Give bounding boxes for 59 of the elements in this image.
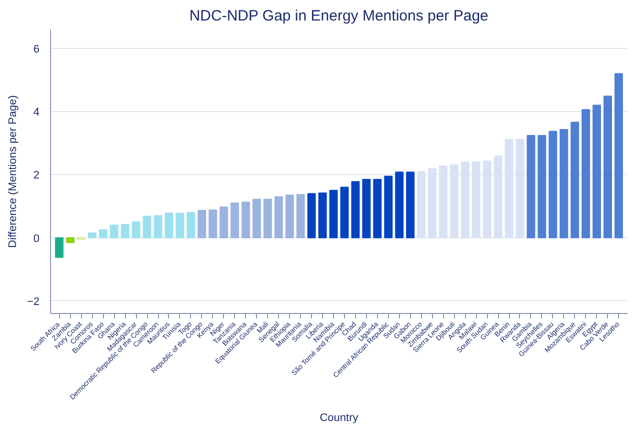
y-axis-title: Difference (Mentions per Page) bbox=[6, 95, 19, 248]
bar bbox=[318, 192, 327, 238]
bar bbox=[395, 172, 404, 238]
bar bbox=[604, 96, 612, 238]
bar bbox=[582, 109, 590, 238]
bar bbox=[406, 172, 415, 238]
bar bbox=[482, 160, 492, 238]
bar bbox=[120, 224, 130, 238]
bar bbox=[384, 176, 393, 238]
bar bbox=[494, 156, 502, 238]
bar bbox=[526, 135, 536, 238]
bar bbox=[164, 212, 174, 238]
bar bbox=[242, 202, 250, 238]
bar bbox=[373, 178, 382, 238]
bar bbox=[472, 162, 480, 238]
bar bbox=[274, 196, 283, 238]
bar bbox=[132, 221, 140, 238]
bar bbox=[340, 186, 349, 238]
bar bbox=[88, 232, 96, 238]
bar bbox=[548, 130, 558, 238]
y-tick-label: −2 bbox=[26, 296, 40, 308]
bar bbox=[154, 215, 162, 238]
bar bbox=[252, 198, 261, 238]
bar bbox=[176, 212, 184, 238]
y-tick-label: 2 bbox=[33, 170, 40, 182]
bar bbox=[329, 190, 338, 238]
bar bbox=[570, 122, 580, 238]
bar bbox=[263, 198, 272, 238]
bar bbox=[220, 206, 228, 238]
bar bbox=[230, 202, 240, 238]
x-axis-title: Country bbox=[320, 412, 359, 424]
bar bbox=[285, 194, 294, 238]
bar bbox=[438, 166, 448, 238]
bar bbox=[307, 193, 316, 238]
bar bbox=[98, 229, 108, 238]
bar bbox=[142, 216, 152, 238]
bar bbox=[538, 135, 546, 238]
bar bbox=[560, 129, 568, 238]
bar bbox=[428, 168, 436, 238]
bar bbox=[614, 73, 623, 238]
y-tick-label: 6 bbox=[33, 43, 40, 56]
bar bbox=[504, 138, 514, 238]
bar bbox=[296, 194, 305, 238]
bar bbox=[516, 138, 524, 238]
bar bbox=[186, 212, 196, 238]
chart-title: NDC-NDP Gap in Energy Mentions per Page bbox=[189, 8, 488, 24]
bar bbox=[110, 224, 118, 238]
bar bbox=[55, 237, 64, 258]
bar bbox=[362, 178, 371, 238]
y-tick-label: 4 bbox=[33, 106, 40, 119]
bar bbox=[417, 171, 426, 238]
bar bbox=[208, 210, 218, 238]
bar bbox=[460, 162, 470, 238]
bar bbox=[66, 237, 74, 243]
bar bbox=[351, 181, 360, 238]
bar bbox=[198, 210, 206, 238]
bar bbox=[592, 104, 602, 238]
bar bbox=[450, 164, 458, 238]
y-tick-label: 0 bbox=[33, 232, 40, 245]
